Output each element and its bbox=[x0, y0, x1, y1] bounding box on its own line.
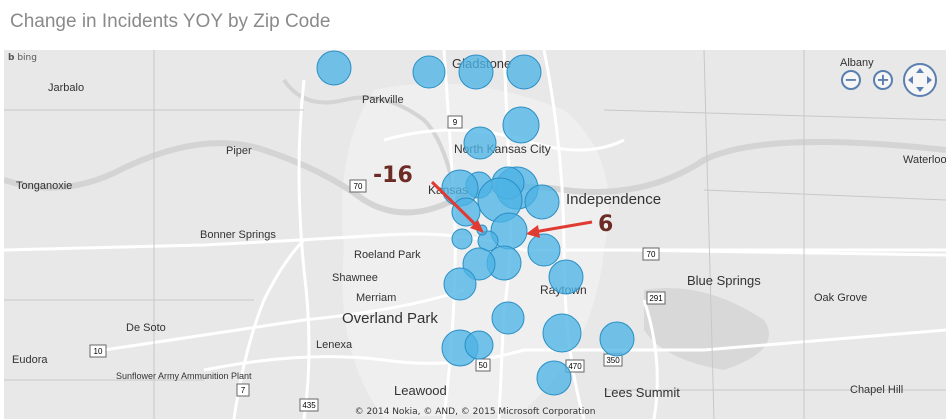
place-label: Parkville bbox=[362, 94, 404, 106]
zip-bubble[interactable] bbox=[502, 106, 540, 144]
bing-logo: b bing bbox=[8, 53, 37, 63]
map-canvas[interactable]: Gladstone Albany Jarbalo Parkville Piper… bbox=[4, 50, 946, 419]
svg-text:50: 50 bbox=[479, 361, 488, 370]
svg-text:70: 70 bbox=[354, 182, 363, 191]
place-label: Oak Grove bbox=[814, 292, 867, 304]
zip-bubble[interactable] bbox=[506, 54, 542, 90]
place-label: Jarbalo bbox=[48, 82, 84, 94]
place-label: Leawood bbox=[394, 383, 447, 398]
place-label: Eudora bbox=[12, 354, 48, 366]
zip-bubble[interactable] bbox=[542, 313, 582, 353]
zoom-out-button[interactable]: − bbox=[841, 70, 861, 90]
pan-control[interactable] bbox=[903, 63, 937, 97]
bubble-layer bbox=[316, 50, 635, 396]
place-label: Sunflower Army Ammunition Plant bbox=[116, 371, 252, 381]
zip-bubble[interactable] bbox=[316, 50, 352, 86]
map-view[interactable]: Gladstone Albany Jarbalo Parkville Piper… bbox=[4, 50, 946, 419]
annotations: -16 6 bbox=[373, 163, 613, 238]
highway-shield: 435 bbox=[299, 398, 319, 412]
highway-shield: 10 bbox=[89, 344, 107, 358]
highway-shield: 70 bbox=[349, 179, 367, 193]
place-label: De Soto bbox=[126, 322, 166, 334]
svg-text:7: 7 bbox=[241, 386, 246, 395]
annotation-label: -16 bbox=[373, 163, 413, 188]
highway-shield: 7 bbox=[236, 383, 250, 397]
svg-text:10: 10 bbox=[94, 347, 103, 356]
place-label: Albany bbox=[840, 57, 874, 69]
zip-bubble[interactable] bbox=[536, 360, 572, 396]
annotation-arrowhead bbox=[470, 220, 484, 233]
zip-bubble[interactable] bbox=[458, 54, 494, 90]
place-label: Tonganoxie bbox=[16, 180, 72, 192]
zip-bubble[interactable] bbox=[443, 267, 477, 301]
svg-text:350: 350 bbox=[606, 356, 620, 365]
annotation-arrow-6 bbox=[533, 220, 593, 234]
place-label: Lenexa bbox=[316, 339, 353, 351]
annotation-arrowhead bbox=[526, 225, 540, 238]
highway-shield: 9 bbox=[447, 115, 463, 129]
place-label: Shawnee bbox=[332, 272, 378, 284]
map-copyright: © 2014 Nokia, © AND, © 2015 Microsoft Co… bbox=[354, 407, 596, 417]
place-label: Chapel Hill bbox=[850, 384, 903, 396]
place-label: Merriam bbox=[356, 292, 396, 304]
svg-text:70: 70 bbox=[647, 250, 656, 259]
zip-bubble[interactable] bbox=[463, 126, 497, 160]
place-label: Independence bbox=[566, 191, 661, 208]
minor-roads bbox=[4, 50, 946, 419]
zip-bubble[interactable] bbox=[412, 55, 446, 89]
place-label: Roeland Park bbox=[354, 249, 421, 261]
place-label: Blue Springs bbox=[687, 273, 761, 288]
svg-text:9: 9 bbox=[453, 118, 458, 127]
zip-bubble[interactable] bbox=[491, 301, 525, 335]
highway-shield: 291 bbox=[646, 291, 666, 305]
zip-bubble[interactable] bbox=[464, 330, 494, 360]
zip-bubble[interactable] bbox=[527, 233, 561, 267]
zip-bubble[interactable] bbox=[548, 259, 584, 295]
zip-bubble[interactable] bbox=[451, 197, 481, 227]
zip-bubble[interactable] bbox=[599, 321, 635, 357]
highway-shield: 70 bbox=[642, 247, 660, 261]
place-label: Bonner Springs bbox=[200, 229, 276, 241]
chart-title: Change in Incidents YOY by Zip Code bbox=[10, 11, 331, 32]
place-label: Overland Park bbox=[342, 310, 438, 327]
place-label: Waterloo bbox=[903, 154, 946, 166]
place-label: Lees Summit bbox=[604, 385, 680, 400]
bing-icon: b bbox=[8, 53, 15, 63]
svg-text:291: 291 bbox=[649, 294, 663, 303]
svg-text:470: 470 bbox=[568, 362, 582, 371]
zip-bubble[interactable] bbox=[451, 228, 473, 250]
zip-bubble[interactable] bbox=[524, 184, 560, 220]
annotation-arrow-neg16 bbox=[430, 180, 481, 230]
zoom-in-button[interactable]: + bbox=[873, 70, 893, 90]
pan-arrows-icon bbox=[908, 68, 932, 92]
highway-shield: 50 bbox=[475, 358, 491, 372]
annotation-label: 6 bbox=[598, 212, 613, 237]
river-branch bbox=[282, 78, 456, 191]
svg-text:435: 435 bbox=[302, 401, 316, 410]
place-label: Piper bbox=[226, 145, 252, 157]
